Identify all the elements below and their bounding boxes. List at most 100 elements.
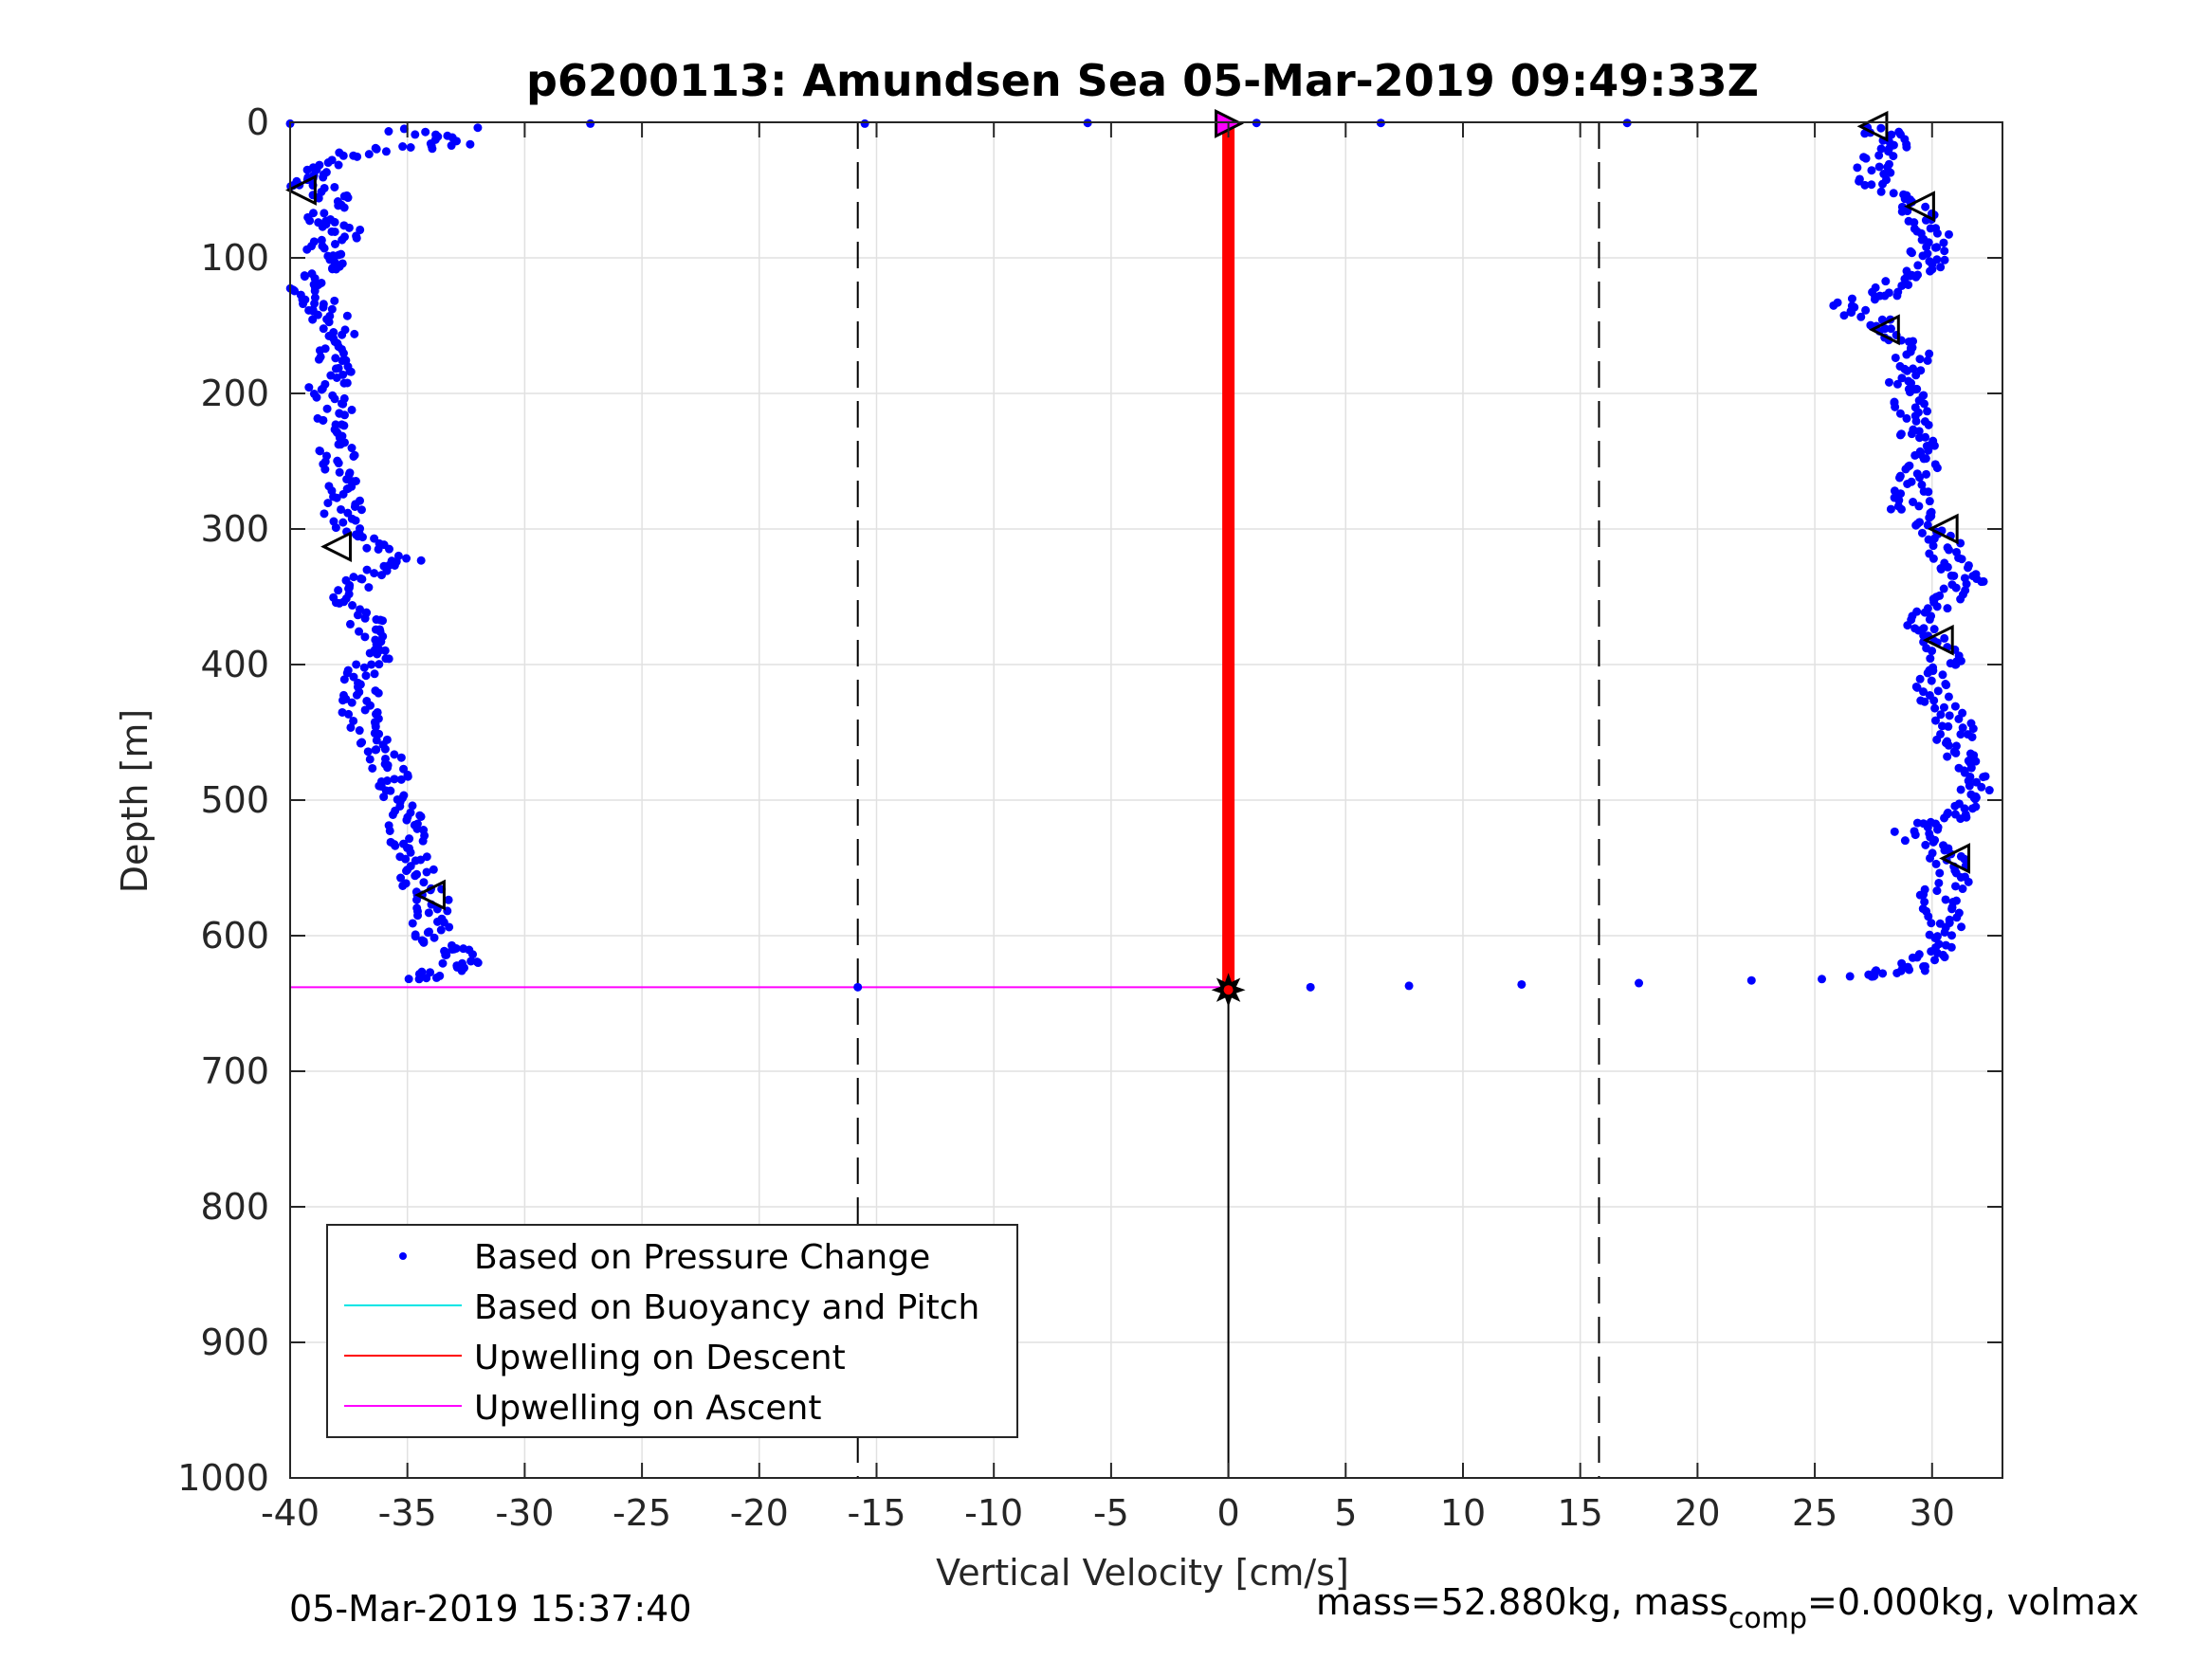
pressure-change-point — [342, 311, 352, 320]
x-tick-label: -5 — [1093, 1492, 1129, 1534]
pressure-change-point — [319, 173, 328, 182]
pressure-change-point — [385, 826, 394, 835]
pressure-change-point — [334, 586, 343, 595]
pressure-change-point — [319, 302, 328, 312]
pressure-change-point — [363, 747, 373, 757]
pressure-change-point — [1924, 912, 1933, 921]
pressure-change-point — [1979, 576, 1988, 586]
pressure-change-point — [334, 459, 343, 468]
pressure-change-point — [1900, 836, 1910, 846]
pressure-change-point — [1923, 356, 1932, 365]
pressure-change-point — [290, 286, 300, 296]
footer-mass-subscript: comp — [1728, 1602, 1808, 1635]
pressure-change-point — [1878, 969, 1888, 978]
pressure-change-point — [1944, 229, 1953, 239]
pressure-change-point — [1905, 965, 1914, 975]
pressure-change-point — [1972, 574, 1982, 584]
pressure-change-point — [370, 569, 379, 578]
pressure-change-point — [1892, 379, 1902, 389]
pressure-change-point — [1960, 854, 1969, 864]
pressure-change-point — [330, 227, 339, 236]
pressure-change-point — [324, 318, 334, 327]
pressure-change-point — [347, 698, 356, 707]
pressure-change-point — [1929, 441, 1939, 450]
pressure-change-point — [1902, 350, 1911, 359]
pressure-change-point — [1919, 234, 1929, 244]
y-tick-label: 700 — [200, 1050, 269, 1092]
axis-ticks: -40 -35 -30 -25 -20 -15 -10 -5 0 5 10 15 20 25 3001002… — [177, 101, 2002, 1534]
pressure-change-point — [320, 244, 329, 253]
pressure-change-point — [1896, 489, 1906, 499]
pressure-change-point — [1902, 139, 1911, 149]
pressure-change-point — [1923, 407, 1932, 416]
pressure-change-point — [384, 544, 393, 554]
pressure-change-point — [1967, 732, 1977, 741]
pressure-change-point — [1915, 473, 1925, 483]
pressure-change-point — [338, 330, 347, 339]
pressure-change-point — [339, 221, 349, 230]
pressure-change-point — [1979, 773, 1988, 782]
x-axis-label: Vertical Velocity [cm/s] — [936, 1552, 1349, 1594]
pressure-change-point — [319, 324, 328, 334]
pressure-change-point — [1896, 504, 1906, 514]
pressure-change-point — [338, 235, 347, 245]
pressure-change-point — [1950, 801, 1960, 811]
pressure-change-point — [1746, 975, 1756, 985]
pressure-change-point — [1887, 130, 1896, 139]
pressure-change-point — [1912, 818, 1922, 828]
pressure-change-point — [328, 264, 338, 274]
pressure-change-point — [1897, 281, 1907, 290]
pressure-change-point — [1939, 238, 1948, 247]
pressure-change-point — [1917, 528, 1927, 538]
pressure-change-point — [1943, 752, 1952, 761]
pressure-change-point — [359, 663, 369, 672]
pressure-change-point — [414, 975, 424, 984]
pressure-change-point — [320, 465, 330, 474]
pressure-change-point — [1853, 163, 1862, 173]
pressure-change-point — [1895, 430, 1905, 440]
pressure-change-point — [338, 489, 348, 499]
pressure-change-point — [1874, 162, 1884, 172]
pressure-change-point — [337, 504, 346, 514]
pressure-change-point — [1915, 674, 1925, 684]
pressure-change-point — [1984, 786, 1994, 795]
pressure-change-point — [302, 245, 312, 254]
pressure-change-point — [1897, 374, 1907, 383]
pressure-change-point — [1924, 420, 1933, 429]
pressure-change-point — [350, 329, 359, 338]
pressure-change-point — [1939, 584, 1948, 593]
pressure-change-point — [339, 203, 349, 212]
pressure-change-point — [1944, 721, 1953, 731]
pressure-change-point — [391, 841, 400, 850]
pressure-change-point — [349, 573, 358, 582]
descent-triangle-marker — [285, 174, 317, 206]
pressure-change-point — [361, 671, 371, 681]
pressure-change-point — [381, 147, 391, 156]
x-tick-label: -20 — [730, 1492, 789, 1534]
y-tick-label: 800 — [200, 1186, 269, 1228]
pressure-change-point — [1890, 827, 1899, 836]
y-tick-label: 400 — [200, 644, 269, 685]
pressure-change-point — [339, 421, 349, 430]
y-tick-label: 600 — [200, 915, 269, 957]
pressure-change-point — [1912, 384, 1922, 393]
pressure-change-point — [331, 523, 340, 533]
pressure-change-point — [431, 973, 441, 982]
pressure-change-point — [388, 811, 397, 820]
pressure-change-point — [401, 879, 411, 888]
pressure-change-point — [412, 895, 422, 904]
pressure-change-point — [1915, 355, 1925, 364]
pressure-change-point — [1939, 702, 1948, 712]
pressure-change-point — [1964, 877, 1973, 886]
x-tick-label: 10 — [1440, 1492, 1486, 1534]
footer-timestamp: 05-Mar-2019 15:37:40 — [289, 1588, 692, 1630]
pressure-change-point — [1927, 919, 1936, 928]
pressure-change-point — [1956, 594, 1965, 604]
pressure-change-point — [1957, 555, 1966, 564]
pressure-change-point — [438, 958, 448, 968]
pressure-change-point — [1940, 813, 1949, 823]
pressure-change-point — [1930, 716, 1940, 725]
pressure-change-point — [320, 509, 329, 519]
pressure-change-point — [1904, 280, 1913, 289]
